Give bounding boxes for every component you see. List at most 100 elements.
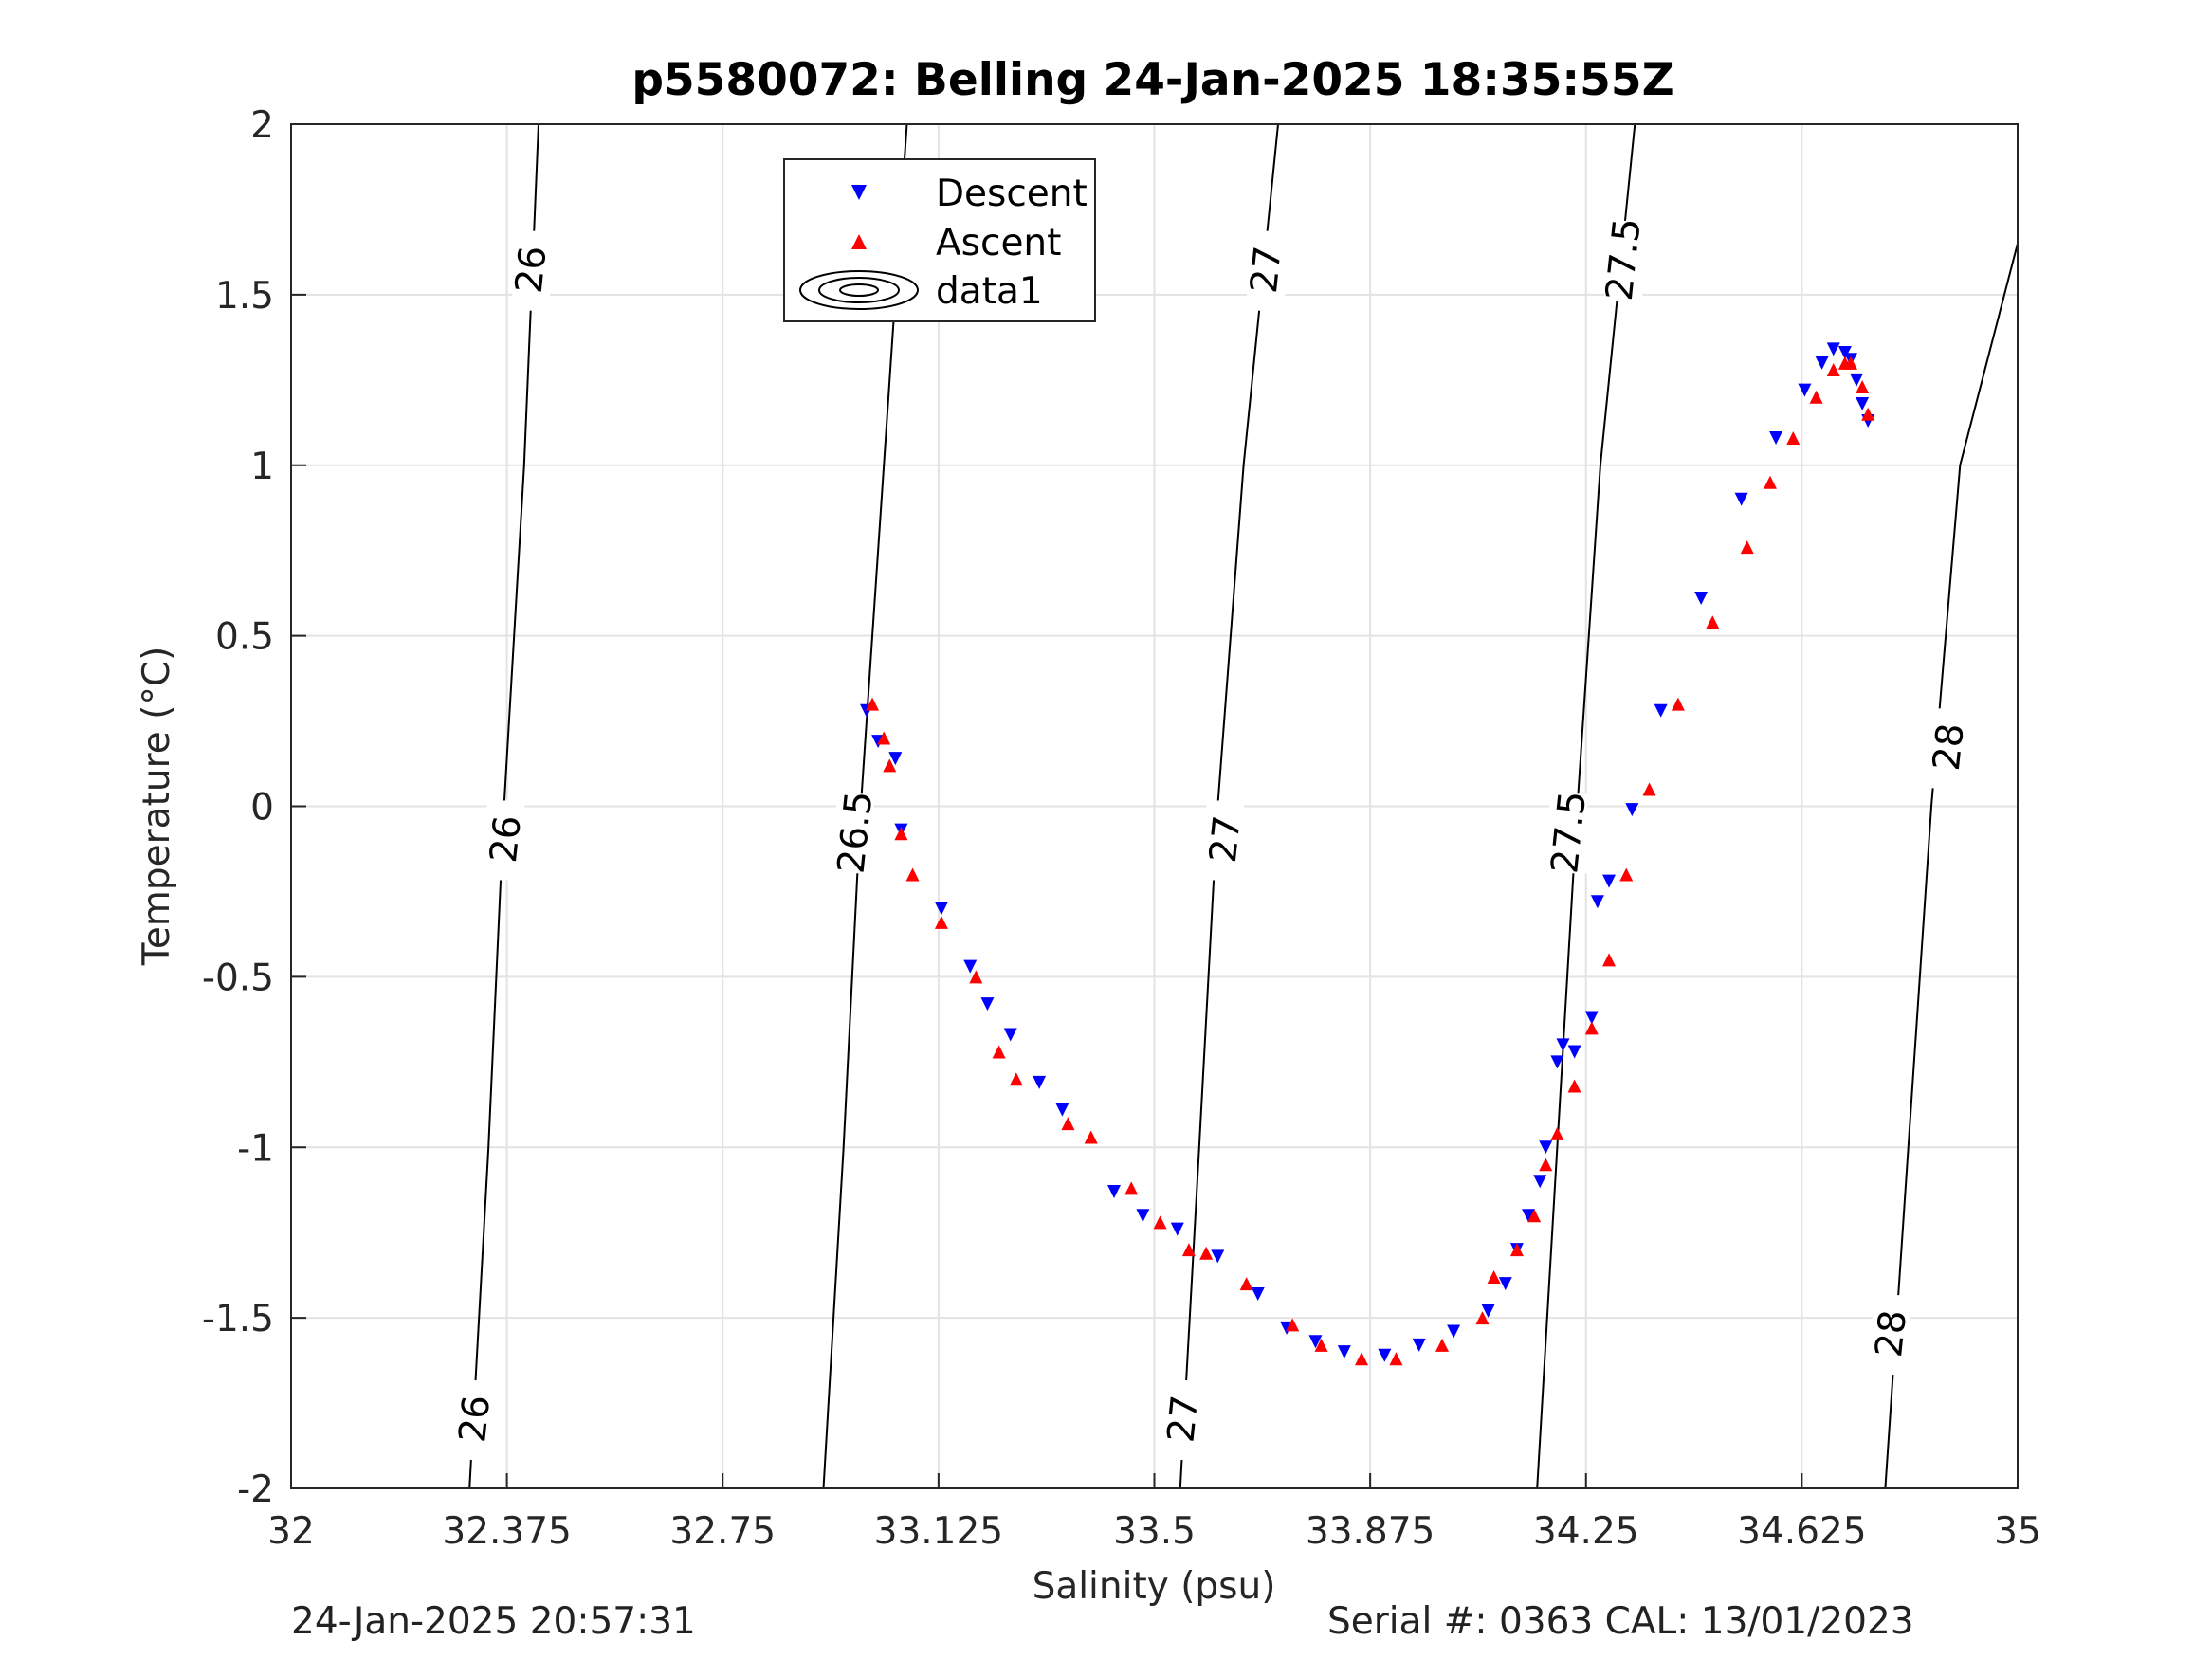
ascent-point — [1286, 1318, 1300, 1332]
contour-label-bg — [455, 1380, 494, 1461]
contour-label: 27 — [1202, 813, 1250, 865]
ascent-point — [1435, 1338, 1449, 1352]
contour-label: 27.5 — [1599, 216, 1650, 302]
descent-point — [1850, 373, 1864, 387]
descent-point — [1522, 1209, 1536, 1223]
legend-ascent-marker — [851, 234, 867, 249]
contour-label-bg — [1604, 220, 1643, 301]
legend-contour-icon — [818, 277, 900, 303]
density-contour-line — [1884, 243, 2019, 1489]
axis-ticks: 32 32.375 32.75 33.125 33.5 33.875 34.25 34.625… — [202, 104, 2041, 1553]
ascent-point — [1567, 1079, 1581, 1093]
ascent-point — [1843, 356, 1857, 370]
legend-box — [783, 158, 1096, 322]
contour-label: 27.5 — [1544, 789, 1595, 875]
ascent-point — [1740, 540, 1754, 555]
ascent-point — [1314, 1338, 1328, 1352]
descent-point — [1815, 356, 1829, 370]
descent-point — [1567, 1045, 1581, 1059]
contour-label: 26 — [483, 813, 530, 865]
legend-label: Ascent — [936, 222, 1061, 264]
contour-label-bg — [1247, 230, 1286, 311]
legend-label: data1 — [936, 270, 1043, 313]
ascent-point — [1475, 1311, 1490, 1325]
ascent-point — [934, 915, 948, 929]
contour-label: 28 — [1926, 721, 1973, 773]
descent-point — [1211, 1249, 1225, 1264]
x-tick-label: 32 — [267, 1510, 315, 1553]
descent-point — [1136, 1209, 1150, 1223]
ascent-point — [1509, 1243, 1524, 1257]
ascent-point — [992, 1045, 1006, 1059]
ascent-point — [1153, 1215, 1167, 1230]
descent-point — [888, 752, 903, 766]
x-tick-label: 35 — [1994, 1510, 2041, 1553]
descent-point — [1033, 1075, 1047, 1089]
descent-point — [1694, 592, 1709, 606]
legend-contour-icon — [839, 283, 879, 297]
descent-point — [1412, 1338, 1426, 1352]
ascent-point — [1763, 475, 1777, 489]
descent-point — [1625, 803, 1639, 817]
ascent-point — [1539, 1158, 1553, 1172]
ascent-point — [1487, 1269, 1501, 1284]
descent-point — [1769, 430, 1783, 445]
ascent-point — [1389, 1352, 1403, 1366]
contour-label: 26 — [508, 244, 556, 295]
contour-label-bg — [486, 800, 525, 881]
contour-label-bg — [512, 230, 551, 311]
chart-title: p5580072: Belling 24-Jan-2025 18:35:55Z — [631, 54, 1673, 106]
descent-point — [1539, 1140, 1553, 1155]
descent-point — [1337, 1345, 1351, 1359]
descent-point — [1602, 874, 1617, 888]
ascent-point — [1527, 1209, 1542, 1223]
ascent-point — [1786, 430, 1801, 445]
ascent-point — [1199, 1246, 1214, 1260]
y-axis-label: Temperature (°C) — [136, 647, 178, 967]
ascent-point — [1181, 1243, 1196, 1257]
ascent-point — [1809, 390, 1823, 404]
contour-label-bg — [1549, 793, 1588, 874]
x-tick-label: 34.25 — [1533, 1510, 1639, 1553]
contour-label-bg — [1163, 1380, 1202, 1461]
descent-point — [1550, 1055, 1564, 1069]
descent-point — [1055, 1103, 1069, 1117]
descent-point — [1734, 492, 1748, 506]
contour-label: 28 — [1868, 1308, 1915, 1359]
descent-point — [1003, 1028, 1017, 1042]
ascent-point — [1009, 1072, 1023, 1086]
descent-point — [963, 959, 978, 974]
contour-label-bg — [1929, 708, 1968, 789]
descent-point — [1533, 1175, 1547, 1189]
descent-point — [1481, 1304, 1495, 1318]
ascent-point — [1706, 615, 1720, 629]
y-tick-label: -0.5 — [202, 957, 274, 999]
y-tick-label: 1.5 — [215, 275, 274, 318]
ascent-point — [1239, 1277, 1253, 1291]
contour-label-bg — [1872, 1295, 1910, 1376]
ascent-point — [969, 970, 983, 984]
descent-point — [934, 902, 948, 916]
ascent-point — [905, 867, 920, 882]
y-tick-label: -2 — [237, 1468, 274, 1511]
x-tick-label: 34.625 — [1737, 1510, 1866, 1553]
ascent-point — [866, 697, 880, 711]
descent-series — [860, 342, 1875, 1362]
y-tick-label: -1.5 — [202, 1298, 274, 1340]
legend-contour-icon — [799, 270, 919, 310]
contour-label: 26.5 — [831, 789, 882, 875]
contour-label: 27 — [1243, 244, 1290, 295]
y-tick-label: -1 — [237, 1127, 274, 1170]
contour-label-bg — [835, 793, 874, 874]
descent-point — [1826, 342, 1840, 356]
ascent-point — [1642, 782, 1656, 796]
x-tick-label: 33.5 — [1113, 1510, 1196, 1553]
ascent-point — [1124, 1181, 1139, 1195]
legend: Descent Ascent data1 — [783, 158, 1096, 322]
ascent-point — [1826, 363, 1840, 377]
ascent-point — [1355, 1352, 1369, 1366]
descent-point — [1798, 383, 1812, 397]
x-tick-label: 33.125 — [874, 1510, 1003, 1553]
